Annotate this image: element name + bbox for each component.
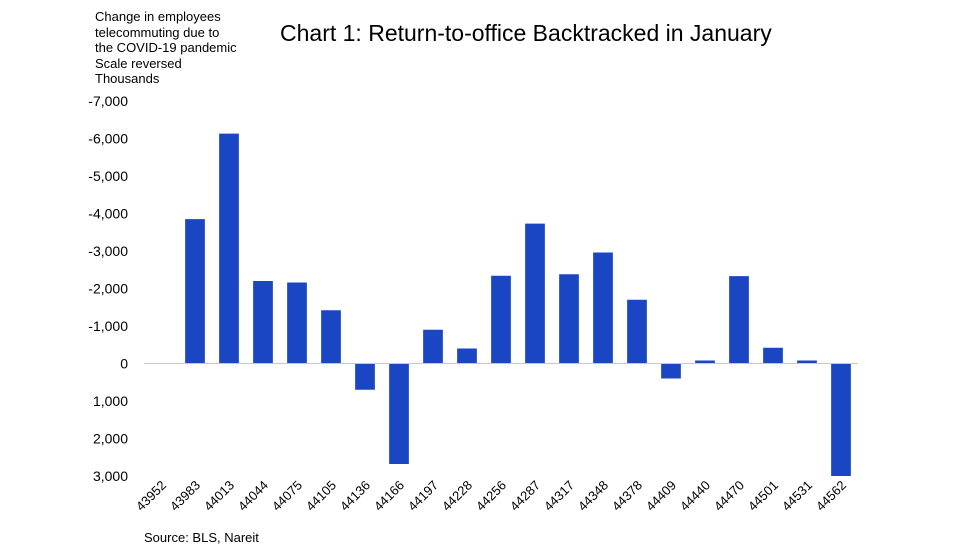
- x-tick-label: 44013: [201, 478, 237, 514]
- y-tick-label: 3,000: [93, 468, 128, 484]
- x-tick-label: 43952: [133, 478, 169, 514]
- bar: [185, 219, 205, 364]
- y-tick-label: -3,000: [88, 243, 128, 259]
- x-tick-label: 44378: [609, 478, 645, 514]
- bar: [457, 348, 477, 364]
- y-tick-label: -4,000: [88, 206, 128, 222]
- y-axis-label-line: Change in employees: [95, 9, 221, 24]
- x-tick-label: 44105: [303, 478, 339, 514]
- bar: [695, 360, 715, 364]
- source-note: Source: BLS, Nareit: [144, 530, 259, 545]
- y-tick-label: 2,000: [93, 431, 128, 447]
- bar: [219, 133, 239, 364]
- y-tick-label: -5,000: [88, 168, 128, 184]
- y-axis-label-line: Scale reversed: [95, 55, 182, 71]
- x-tick-label: 44409: [643, 478, 679, 514]
- bar: [831, 363, 851, 476]
- x-tick-label: 44501: [745, 478, 781, 514]
- bars-group: [185, 133, 851, 476]
- y-axis-label-line: the COVID-19 pandemic: [95, 40, 237, 55]
- chart-title: Chart 1: Return-to-office Backtracked in…: [280, 20, 772, 46]
- bar: [763, 347, 783, 364]
- bar: [423, 329, 443, 364]
- bar: [729, 276, 749, 364]
- bar: [287, 282, 307, 364]
- x-tick-label: 44348: [575, 478, 611, 514]
- x-tick-label: 44197: [405, 478, 441, 514]
- x-tick-label: 44287: [507, 478, 543, 514]
- y-tick-label: -6,000: [88, 131, 128, 147]
- bar: [593, 252, 613, 364]
- bar: [797, 360, 817, 364]
- y-axis-label: Change in employees telecommuting due to…: [95, 9, 237, 87]
- x-tick-label: 44256: [473, 478, 509, 514]
- x-tick-label: 44044: [235, 478, 271, 514]
- x-tick-label: 44228: [439, 478, 475, 514]
- y-tick-label: 1,000: [93, 393, 128, 409]
- x-tick-label: 44317: [541, 478, 577, 514]
- x-tick-label: 44166: [371, 478, 407, 514]
- x-tick-label: 44075: [269, 478, 305, 514]
- y-axis-label-line: Thousands: [95, 71, 160, 86]
- x-tick-label: 44440: [677, 478, 713, 514]
- y-tick-label: -2,000: [88, 281, 128, 297]
- bar: [491, 275, 511, 364]
- bar: [661, 363, 681, 379]
- bar: [525, 223, 545, 364]
- y-tick-label: -7,000: [88, 93, 128, 109]
- y-axis-label-line: telecommuting due to: [95, 24, 220, 40]
- bar: [559, 274, 579, 364]
- y-tick-label: -1,000: [88, 318, 128, 334]
- x-tick-label: 43983: [167, 478, 203, 514]
- x-tick-label: 44470: [711, 478, 747, 514]
- y-tick-label: 0: [120, 356, 128, 372]
- x-tick-label: 44531: [779, 478, 815, 514]
- x-tick-label: 44136: [337, 478, 373, 514]
- bar: [355, 363, 375, 390]
- bar: [627, 299, 647, 364]
- bar: [253, 281, 273, 364]
- x-tick-label: 44562: [813, 478, 849, 514]
- x-axis: 4395243983440134404444075441054413644166…: [133, 478, 849, 514]
- bar: [321, 310, 341, 364]
- bar: [389, 363, 409, 464]
- y-axis: -7,000 -6,000 -5,000 -4,000 -3,000 -2,000 -1,0…: [88, 93, 128, 484]
